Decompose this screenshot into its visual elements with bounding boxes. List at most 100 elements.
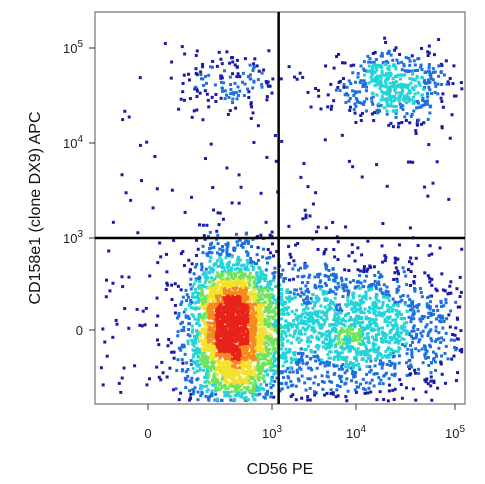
event-point [233, 63, 237, 67]
event-point [257, 335, 261, 339]
event-point [191, 392, 195, 396]
event-point [394, 86, 398, 90]
event-point [336, 86, 340, 90]
event-point [243, 272, 247, 276]
event-point [388, 341, 392, 345]
event-point [139, 179, 143, 183]
event-point [377, 376, 381, 380]
event-point [288, 295, 292, 299]
event-point [272, 254, 276, 258]
event-point [226, 297, 230, 301]
event-point [105, 278, 109, 282]
event-point [369, 359, 373, 363]
event-point [235, 65, 239, 69]
event-point [403, 301, 407, 305]
event-point [300, 291, 304, 295]
event-point [271, 271, 275, 275]
event-point [232, 382, 236, 386]
event-point [355, 334, 359, 338]
event-point [250, 313, 254, 317]
event-point [417, 105, 421, 109]
event-point [426, 92, 430, 96]
event-point [431, 350, 435, 354]
event-point [220, 86, 224, 90]
event-point [260, 270, 264, 274]
event-point [190, 376, 194, 380]
event-point [295, 77, 299, 81]
event-point [380, 355, 384, 359]
event-point [192, 360, 196, 364]
event-point [272, 325, 276, 329]
event-point [381, 61, 385, 65]
event-point [344, 303, 348, 307]
event-point [383, 332, 387, 336]
event-point [255, 298, 259, 302]
event-point [351, 366, 355, 370]
event-point [225, 251, 229, 255]
event-point [306, 344, 310, 348]
event-point [253, 57, 257, 61]
event-point [337, 309, 341, 313]
event-point [345, 85, 349, 89]
event-point [340, 133, 344, 137]
event-point [391, 355, 395, 359]
event-point [123, 109, 127, 113]
event-point [284, 355, 288, 359]
event-point [308, 386, 312, 390]
event-point [190, 330, 194, 334]
event-point [209, 294, 213, 298]
event-point [372, 265, 376, 269]
event-point [193, 386, 197, 390]
event-point [203, 157, 207, 161]
event-point [235, 383, 239, 387]
event-point [331, 272, 335, 276]
event-point [392, 104, 396, 108]
event-point [391, 349, 395, 353]
event-point [232, 379, 236, 383]
event-point [411, 160, 415, 164]
event-point [389, 104, 393, 108]
event-point [260, 292, 264, 296]
event-point [387, 346, 391, 350]
event-point [197, 306, 201, 310]
event-point [339, 380, 343, 384]
event-point [427, 63, 431, 67]
event-point [156, 314, 160, 318]
event-point [322, 322, 326, 326]
event-point [366, 54, 370, 58]
event-point [344, 319, 348, 323]
event-point [393, 340, 397, 344]
event-point [167, 337, 171, 341]
event-point [192, 334, 196, 338]
event-point [186, 295, 190, 299]
event-point [299, 319, 303, 323]
event-point [378, 288, 382, 292]
event-point [384, 336, 388, 340]
event-point [326, 93, 330, 97]
event-point [235, 291, 239, 295]
event-point [422, 80, 426, 84]
event-point [424, 70, 428, 74]
event-point [314, 345, 318, 349]
event-point [316, 356, 320, 360]
event-point [417, 82, 421, 86]
event-point [423, 79, 427, 83]
event-point [144, 306, 148, 310]
event-point [243, 299, 247, 303]
event-point [265, 256, 269, 260]
event-point [372, 71, 376, 75]
event-point [330, 289, 334, 293]
event-point [285, 324, 289, 328]
event-point [260, 273, 264, 277]
event-point [443, 289, 447, 293]
event-point [243, 337, 247, 341]
event-point [357, 365, 361, 369]
event-point [295, 338, 299, 342]
event-point [354, 338, 358, 342]
event-point [367, 284, 371, 288]
event-point [365, 97, 369, 101]
event-point [225, 246, 229, 250]
event-point [427, 70, 431, 74]
event-point [343, 371, 347, 375]
event-point [460, 350, 464, 354]
